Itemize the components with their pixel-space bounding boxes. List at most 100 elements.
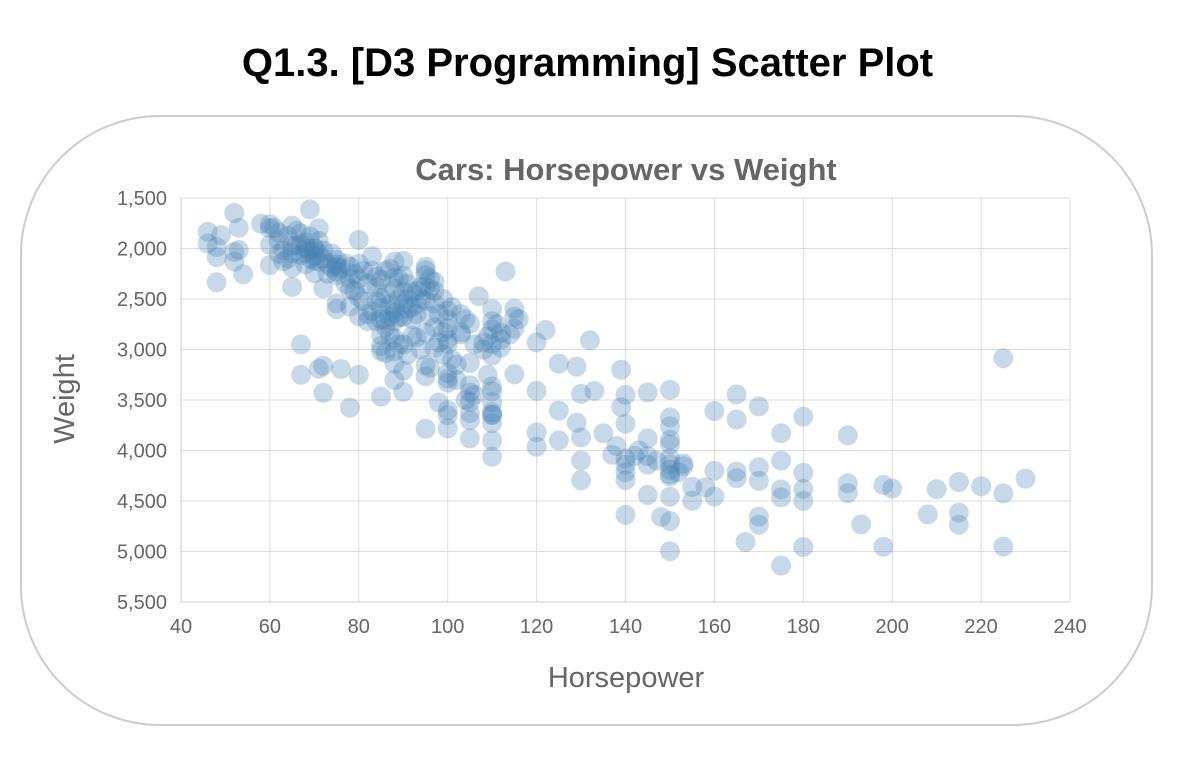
scatter-point — [499, 324, 520, 345]
scatter-point — [357, 304, 378, 325]
y-axis: 1,500 2,000 2,500 3,000 3,500 4,000 4,500 5,000… — [117, 188, 182, 614]
scatter-point — [793, 462, 814, 483]
scatter-point — [348, 306, 369, 327]
y-tick-label: 1,500 — [117, 188, 167, 210]
scatter-point — [451, 322, 471, 343]
scatter-point — [384, 328, 405, 349]
scatter-point — [571, 450, 591, 471]
x-tick-label: 40 — [170, 616, 192, 638]
scatter-point — [384, 278, 405, 299]
scatter-point — [348, 253, 369, 274]
scatter-point — [437, 368, 458, 389]
x-tick-label: 240 — [1053, 616, 1086, 638]
y-tick-label: 2,000 — [117, 239, 167, 261]
scatter-point — [637, 454, 658, 475]
scatter-point — [428, 332, 449, 353]
scatter-point — [224, 251, 245, 272]
scatter-point — [397, 273, 418, 294]
scatter-point — [371, 309, 391, 330]
scatter-point — [388, 334, 409, 355]
scatter-point — [682, 490, 703, 511]
scatter-point — [308, 243, 329, 264]
scatter-point — [384, 311, 405, 332]
scatter-point — [660, 486, 680, 507]
scatter-point — [411, 276, 431, 297]
scatter-point — [459, 353, 480, 374]
scatter-point — [424, 337, 445, 358]
x-tick-label: 80 — [348, 616, 370, 638]
scatter-point — [615, 470, 636, 491]
scatter-point — [482, 376, 503, 397]
scatter-point — [415, 290, 436, 311]
scatter-point — [415, 355, 436, 376]
scatter-point — [704, 401, 725, 421]
scatter-point — [437, 309, 458, 330]
scatter-point — [353, 291, 374, 311]
scatter-point — [442, 349, 463, 370]
scatter-point — [482, 392, 503, 412]
scatter-point — [197, 233, 218, 254]
scatter-point — [726, 468, 747, 489]
scatter-point — [482, 446, 503, 467]
scatter-point — [971, 476, 992, 497]
scatter-point — [304, 238, 325, 259]
scatter-point — [331, 258, 351, 279]
scatter-point — [428, 392, 449, 413]
scatter-point — [660, 511, 680, 532]
scatter-point — [668, 462, 689, 483]
scatter-point — [504, 364, 525, 385]
x-tick-label: 180 — [787, 616, 820, 638]
scatter-point — [348, 287, 369, 307]
scatter-point — [282, 257, 303, 278]
scatter-point — [459, 313, 480, 334]
x-axis-label: Horsepower — [548, 662, 705, 694]
scatter-point — [371, 269, 391, 290]
scatter-point — [735, 532, 756, 552]
scatter-point — [304, 250, 325, 271]
scatter-point — [424, 271, 445, 292]
scatter-point — [482, 345, 503, 366]
scatter-point — [304, 237, 325, 258]
x-tick-label: 60 — [259, 616, 281, 638]
scatter-point — [660, 464, 680, 485]
scatter-point — [433, 322, 454, 343]
scatter-point — [464, 384, 485, 405]
scatter-point — [660, 379, 680, 400]
scatter-point — [291, 334, 311, 355]
scatter-point — [571, 383, 591, 404]
scatter-point — [384, 251, 405, 272]
scatter-point — [673, 453, 694, 474]
scatter-point — [793, 490, 814, 511]
scatter-point — [291, 223, 311, 244]
y-tick-label: 3,500 — [117, 390, 167, 412]
scatter-point — [459, 392, 480, 412]
scatter-point — [482, 405, 503, 426]
scatter-point — [304, 245, 325, 266]
scatter-point — [362, 301, 383, 322]
scatter-point — [393, 294, 414, 315]
scatter-point — [437, 400, 458, 421]
scatter-point — [286, 235, 307, 256]
scatter-point — [437, 372, 458, 393]
scatter-point — [375, 283, 396, 304]
scatter-point — [477, 326, 498, 347]
scatter-point — [482, 311, 503, 332]
scatter-point — [446, 369, 467, 390]
scatter-point — [611, 359, 632, 380]
scatter-point — [335, 273, 356, 294]
scatter-point — [459, 428, 480, 449]
scatter-point — [397, 344, 418, 365]
scatter-point — [353, 260, 374, 281]
scatter-point — [446, 354, 467, 375]
scatter-point — [206, 247, 227, 268]
scatter-point — [197, 221, 218, 242]
x-tick-label: 160 — [698, 616, 731, 638]
scatter-point — [459, 382, 480, 403]
scatter-point — [379, 294, 400, 315]
scatter-point — [326, 254, 347, 275]
y-axis-label: Weight — [49, 354, 81, 444]
scatter-point — [375, 317, 396, 338]
scatter-point — [366, 277, 387, 298]
scatter-point — [326, 249, 347, 270]
y-tick-label: 5,500 — [117, 592, 167, 614]
